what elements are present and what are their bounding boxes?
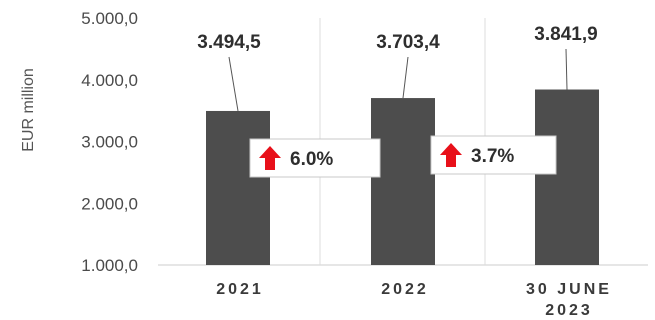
y-tick-label: 4.000,0 <box>81 71 138 90</box>
data-labels: 3.494,5 3.703,4 3.841,9 <box>197 24 597 53</box>
y-tick-label: 3.000,0 <box>81 133 138 152</box>
growth-percent: 6.0% <box>290 149 333 170</box>
bar <box>535 90 599 265</box>
y-axis-label: EUR million <box>20 68 37 152</box>
data-label: 3.841,9 <box>534 24 597 45</box>
growth-callout: 3.7% <box>431 136 556 174</box>
x-tick-label: 2021 <box>216 281 264 298</box>
y-tick-label: 5.000,0 <box>81 9 138 28</box>
leader-line <box>403 57 408 98</box>
x-tick-label: 2023 <box>545 302 593 319</box>
y-tick-label: 2.000,0 <box>81 194 138 213</box>
growth-callout: 6.0% <box>250 139 380 177</box>
data-label: 3.703,4 <box>376 32 440 53</box>
x-tick-label: 30 JUNE <box>526 281 612 298</box>
x-tick-label: 2022 <box>381 281 429 298</box>
leader-line <box>229 57 238 111</box>
x-axis-ticks: 2021 2022 30 JUNE 2023 <box>216 281 612 319</box>
bar <box>371 98 435 265</box>
leader-line <box>566 49 567 90</box>
data-label: 3.494,5 <box>197 32 261 53</box>
bar <box>206 111 270 265</box>
y-axis-ticks: 5.000,0 4.000,0 3.000,0 2.000,0 1.000,0 <box>81 9 138 275</box>
y-tick-label: 1.000,0 <box>81 256 138 275</box>
growth-percent: 3.7% <box>471 146 514 167</box>
